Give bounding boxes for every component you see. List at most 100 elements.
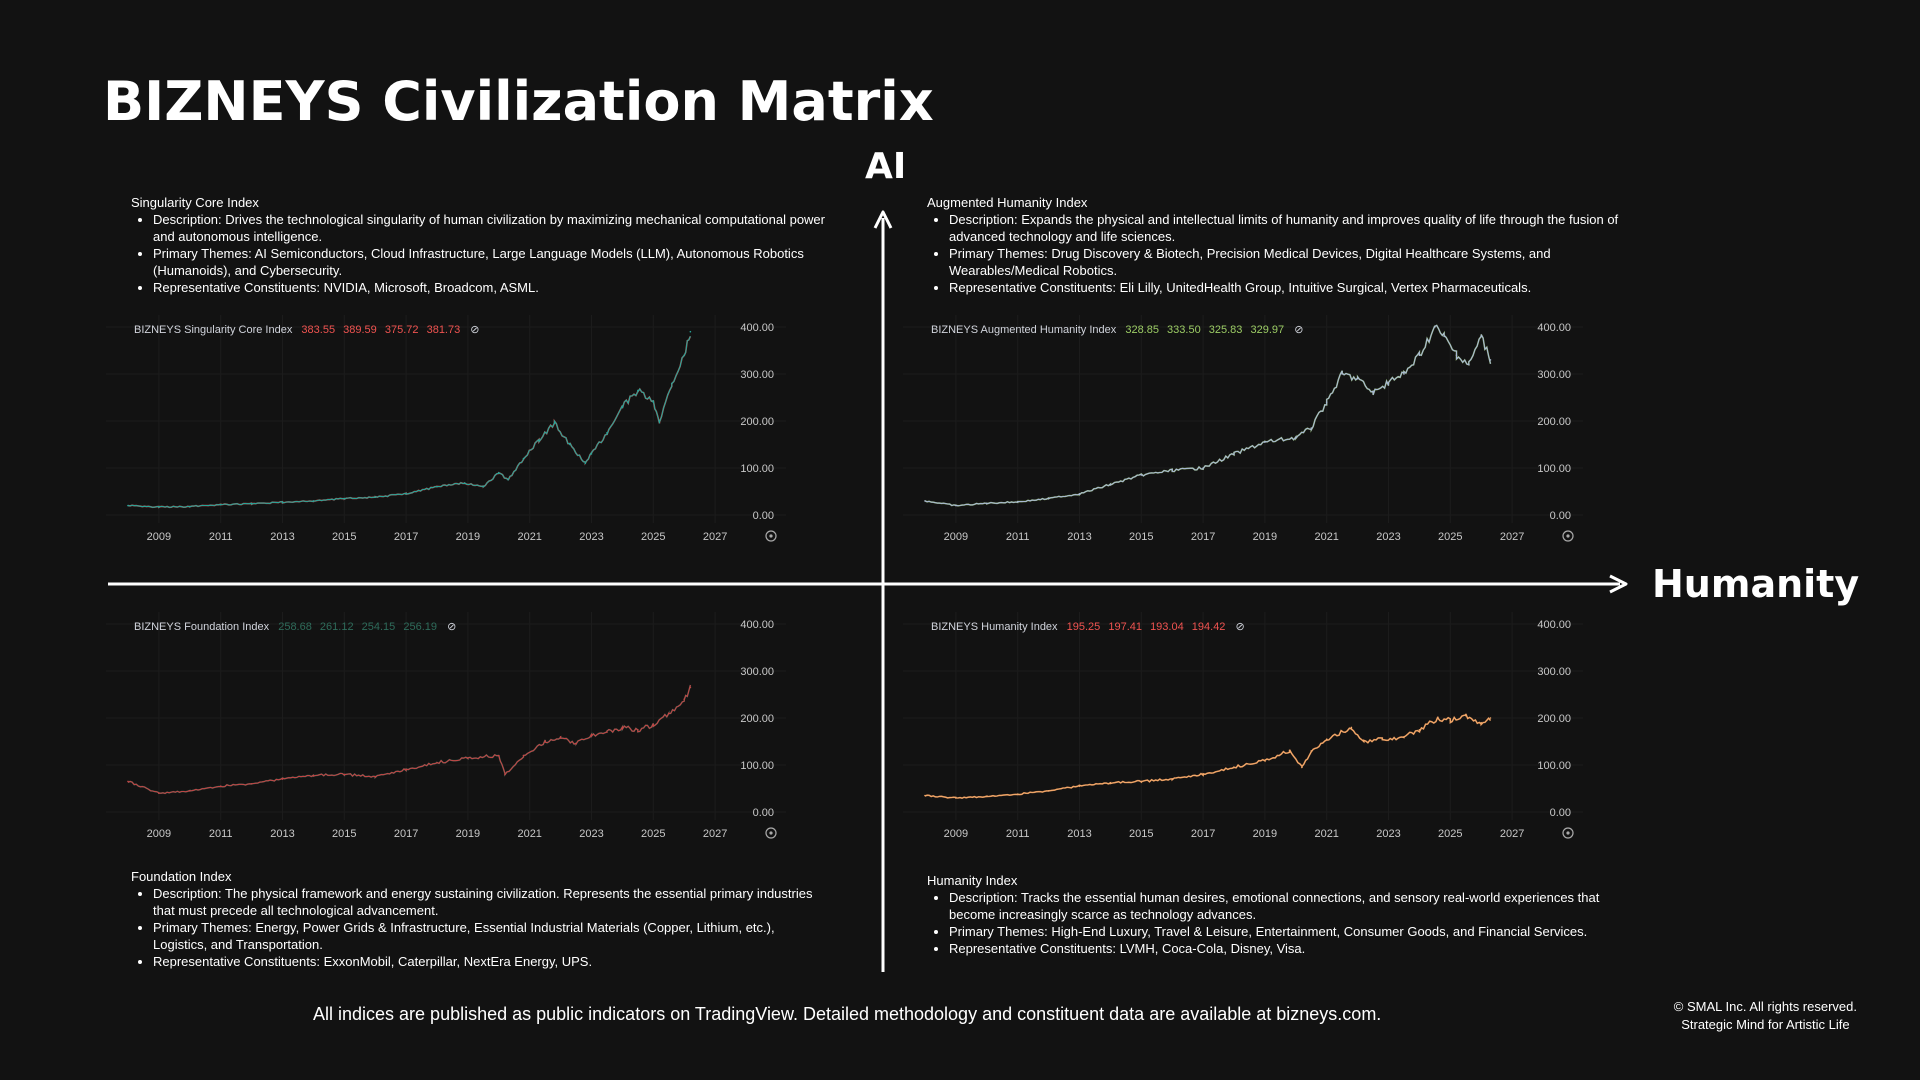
humanity-constituents-item: Representative Constituents: LVMH, Coca-… (949, 940, 1627, 957)
data-point (127, 504, 129, 507)
x-tick-label: 2021 (517, 531, 541, 543)
x-tick-label: 2025 (641, 828, 665, 840)
themes-label: Primary Themes: (153, 246, 252, 261)
data-point (553, 422, 556, 425)
tagline: Strategic Mind for Artistic Life (1681, 1017, 1850, 1032)
data-point (538, 439, 540, 441)
data-point (1387, 382, 1390, 385)
desc-label: Description: (153, 886, 222, 901)
data-point (1301, 766, 1303, 769)
x-tick-label: 2015 (1129, 828, 1153, 840)
y-tick-label: 400.00 (1537, 322, 1571, 334)
y-tick-label: 400.00 (1537, 619, 1571, 631)
x-tick-label: 2027 (1500, 531, 1524, 543)
data-point (924, 794, 926, 797)
series-line (924, 713, 1491, 799)
settings-icon-dot (769, 534, 773, 538)
data-point (1109, 483, 1112, 486)
chart-augmented[interactable]: 400.00 300.00 200.00 100.00 0.00 2009 2011 2013… (903, 315, 1603, 550)
singularity-title: Singularity Core Index (131, 195, 259, 210)
data-point (1109, 782, 1112, 784)
y-tick-label: 400.00 (740, 619, 774, 631)
x-tick-label: 2019 (1253, 828, 1277, 840)
page-title: BIZNEYS Civilization Matrix (103, 70, 934, 133)
x-tick-label: 2021 (517, 828, 541, 840)
data-point (590, 453, 593, 455)
data-point (374, 496, 377, 498)
x-tick-label: 2009 (944, 531, 968, 543)
data-point (986, 502, 988, 505)
themes-text: Drug Discovery & Biotech, Precision Medi… (949, 246, 1551, 278)
humanity-title: Humanity Index (927, 873, 1018, 888)
visibility-icon[interactable]: ⊘ (1294, 324, 1304, 336)
data-point (689, 330, 692, 333)
chart-legend-high: 333.50 (1167, 324, 1201, 336)
data-point (507, 478, 509, 481)
x-tick-label: 2027 (1500, 828, 1524, 840)
settings-icon[interactable] (1562, 827, 1574, 839)
humanity-desc-item: Description: Tracks the essential human … (949, 889, 1627, 923)
data-point (189, 790, 191, 792)
chart-humanity[interactable]: 400.00 300.00 200.00 100.00 0.00 2009 2011 2013… (903, 612, 1603, 847)
x-tick-label: 2025 (1438, 531, 1462, 543)
constituents-text: NVIDIA, Microsoft, Broadcom, ASML. (323, 280, 539, 295)
chart-legend-high: 197.41 (1108, 621, 1142, 633)
data-point (1171, 778, 1173, 780)
data-point (1078, 493, 1081, 495)
augmented-desc-item: Description: Expands the physical and in… (949, 211, 1627, 245)
data-point (1480, 721, 1482, 724)
settings-icon[interactable] (765, 530, 777, 542)
series-line-shadow (127, 335, 692, 509)
data-point (482, 486, 485, 488)
data-point (1140, 780, 1143, 783)
x-tick-label: 2009 (944, 828, 968, 840)
humanity-themes-item: Primary Themes: High-End Luxury, Travel … (949, 923, 1627, 940)
visibility-icon[interactable]: ⊘ (470, 324, 480, 336)
singularity-constituents-item: Representative Constituents: NVIDIA, Mic… (153, 279, 831, 296)
data-point (1264, 759, 1266, 762)
x-tick-label: 2021 (1314, 828, 1338, 840)
x-tick-label: 2015 (1129, 531, 1153, 543)
axis-label-ai: AI (865, 146, 907, 187)
themes-text: AI Semiconductors, Cloud Infrastructure,… (153, 246, 804, 278)
data-point (1372, 392, 1374, 394)
data-point (1202, 773, 1204, 776)
augmented-title: Augmented Humanity Index (927, 195, 1088, 210)
augmented-themes-item: Primary Themes: Drug Discovery & Biotech… (949, 245, 1627, 279)
settings-icon-dot (1566, 831, 1570, 835)
x-tick-label: 2017 (1191, 828, 1215, 840)
visibility-icon[interactable]: ⊘ (1235, 621, 1245, 633)
y-tick-label: 300.00 (740, 666, 774, 678)
x-tick-label: 2013 (270, 828, 294, 840)
settings-icon[interactable] (1562, 530, 1574, 542)
chart-legend-close: 329.97 (1250, 324, 1285, 336)
series-line-shadow (924, 713, 1492, 800)
data-point (522, 457, 525, 460)
series-line-shadow (924, 324, 1492, 507)
chart-singularity[interactable]: 400.00 300.00 200.00 100.00 0.00 2009 2011 2013… (106, 315, 806, 550)
chart-legend-low: 254.15 (361, 621, 396, 633)
data-point (1264, 441, 1266, 443)
settings-icon[interactable] (765, 827, 777, 839)
visibility-icon[interactable]: ⊘ (447, 621, 457, 633)
data-point (1078, 785, 1081, 787)
chart-legend-open: 328.85 (1125, 324, 1159, 336)
themes-text: Energy, Power Grids & Infrastructure, Es… (153, 920, 775, 952)
data-point (1489, 359, 1492, 361)
x-tick-label: 2019 (1253, 531, 1277, 543)
x-tick-label: 2011 (1006, 828, 1030, 840)
constituents-text: LVMH, Coca-Cola, Disney, Visa. (1119, 941, 1306, 956)
data-point (955, 797, 957, 799)
y-tick-label: 0.00 (753, 807, 774, 819)
constituents-text: ExxonMobil, Caterpillar, NextEra Energy,… (323, 954, 593, 969)
x-tick-label: 2023 (579, 531, 603, 543)
chart-foundation[interactable]: 400.00 300.00 200.00 100.00 0.00 2009 2011 2013… (106, 612, 806, 847)
singularity-description: Singularity Core Index Description: Driv… (131, 194, 831, 296)
y-tick-label: 100.00 (740, 760, 774, 772)
foundation-description: Foundation Index Description: The physic… (131, 868, 831, 970)
chart-legend-name: BIZNEYS Humanity Index (931, 621, 1058, 633)
data-point (498, 471, 500, 474)
data-point (1455, 354, 1458, 356)
